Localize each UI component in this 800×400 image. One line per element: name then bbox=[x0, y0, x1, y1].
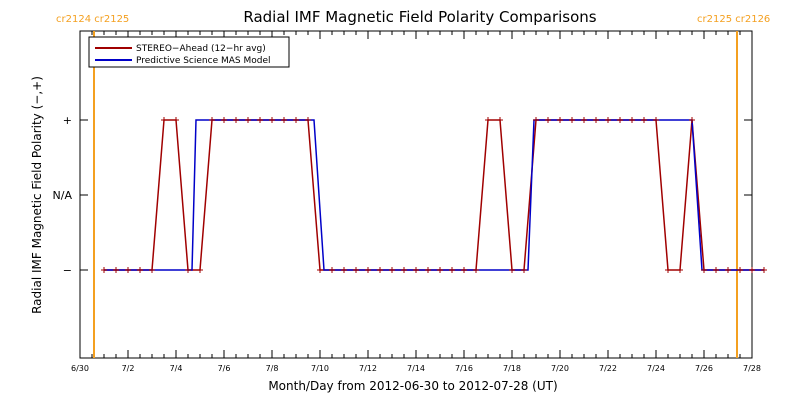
y-axis-label: Radial IMF Magnetic Field Polarity (−,+) bbox=[30, 76, 44, 314]
data-point bbox=[461, 267, 467, 273]
x-tick-label: 7/2 bbox=[122, 364, 135, 373]
series-layer bbox=[101, 117, 767, 273]
cr-boundary-label-left: cr2124 cr2125 bbox=[56, 14, 129, 25]
data-point bbox=[113, 267, 119, 273]
x-tick-label: 7/4 bbox=[170, 364, 183, 373]
data-point bbox=[761, 267, 767, 273]
data-point bbox=[389, 267, 395, 273]
data-point bbox=[353, 267, 359, 273]
x-axis-label: Month/Day from 2012-06-30 to 2012-07-28 … bbox=[268, 379, 557, 393]
data-point bbox=[569, 117, 575, 123]
x-tick-label: 6/30 bbox=[71, 364, 89, 373]
data-point bbox=[245, 117, 251, 123]
x-tick-label: 7/6 bbox=[218, 364, 231, 373]
x-tick-label: 7/22 bbox=[599, 364, 617, 373]
data-point bbox=[185, 267, 191, 273]
x-tick-label: 7/28 bbox=[743, 364, 761, 373]
data-point bbox=[209, 117, 215, 123]
data-point bbox=[725, 267, 731, 273]
data-point bbox=[437, 267, 443, 273]
data-point bbox=[317, 267, 323, 273]
data-point bbox=[677, 267, 683, 273]
data-point bbox=[305, 117, 311, 123]
legend-label-mas: Predictive Science MAS Model bbox=[136, 56, 271, 66]
data-point bbox=[401, 267, 407, 273]
data-point bbox=[605, 117, 611, 123]
data-point bbox=[473, 267, 479, 273]
data-point bbox=[173, 117, 179, 123]
data-point bbox=[281, 117, 287, 123]
carrington-boundary-lines bbox=[93, 31, 738, 358]
y-tick-label: − bbox=[63, 264, 72, 277]
data-point bbox=[653, 117, 659, 123]
data-point bbox=[689, 117, 695, 123]
y-tick-label: + bbox=[63, 114, 72, 127]
data-point bbox=[425, 267, 431, 273]
plot-area bbox=[79, 30, 753, 359]
data-point bbox=[449, 267, 455, 273]
data-point bbox=[293, 117, 299, 123]
data-point bbox=[665, 267, 671, 273]
legend-box bbox=[88, 36, 290, 68]
data-point bbox=[701, 267, 707, 273]
cr-boundary-label-right: cr2125 cr2126 bbox=[697, 14, 770, 25]
data-point bbox=[629, 117, 635, 123]
data-point bbox=[521, 267, 527, 273]
data-point bbox=[149, 267, 155, 273]
data-point bbox=[101, 267, 107, 273]
data-point bbox=[197, 267, 203, 273]
data-point bbox=[749, 267, 755, 273]
data-point bbox=[641, 117, 647, 123]
data-point bbox=[533, 117, 539, 123]
legend: STEREO−Ahead (12−hr avg) Predictive Scie… bbox=[88, 36, 290, 68]
legend-label-stereo: STEREO−Ahead (12−hr avg) bbox=[136, 44, 266, 54]
data-point bbox=[257, 117, 263, 123]
x-tick-label: 7/20 bbox=[551, 364, 569, 373]
x-tick-label: 7/24 bbox=[647, 364, 665, 373]
data-point bbox=[737, 267, 743, 273]
data-point bbox=[497, 117, 503, 123]
chart-title: Radial IMF Magnetic Field Polarity Compa… bbox=[243, 8, 596, 26]
data-point bbox=[365, 267, 371, 273]
x-tick-label: 7/14 bbox=[407, 364, 425, 373]
data-point bbox=[269, 117, 275, 123]
x-tick-label: 7/26 bbox=[695, 364, 713, 373]
x-tick-label: 7/12 bbox=[359, 364, 377, 373]
data-point bbox=[617, 117, 623, 123]
data-point bbox=[377, 267, 383, 273]
data-point bbox=[221, 117, 227, 123]
x-tick-label: 7/10 bbox=[311, 364, 329, 373]
x-tick-label: 7/18 bbox=[503, 364, 521, 373]
x-tick-label: 7/16 bbox=[455, 364, 473, 373]
data-point bbox=[593, 117, 599, 123]
data-point bbox=[557, 117, 563, 123]
data-point bbox=[545, 117, 551, 123]
data-point bbox=[485, 117, 491, 123]
data-point bbox=[233, 117, 239, 123]
x-axis-ticks: 6/30 7/2 7/4 7/6 7/8 7/10 7/12 7/14 7/16 7/18 7/20… bbox=[71, 31, 761, 373]
data-point bbox=[341, 267, 347, 273]
data-point bbox=[713, 267, 719, 273]
y-tick-label: N/A bbox=[53, 189, 73, 202]
data-point bbox=[161, 117, 167, 123]
data-point bbox=[329, 267, 335, 273]
data-point bbox=[581, 117, 587, 123]
data-point bbox=[509, 267, 515, 273]
data-point bbox=[125, 267, 131, 273]
data-point bbox=[413, 267, 419, 273]
data-point bbox=[137, 267, 143, 273]
x-tick-label: 7/8 bbox=[266, 364, 279, 373]
